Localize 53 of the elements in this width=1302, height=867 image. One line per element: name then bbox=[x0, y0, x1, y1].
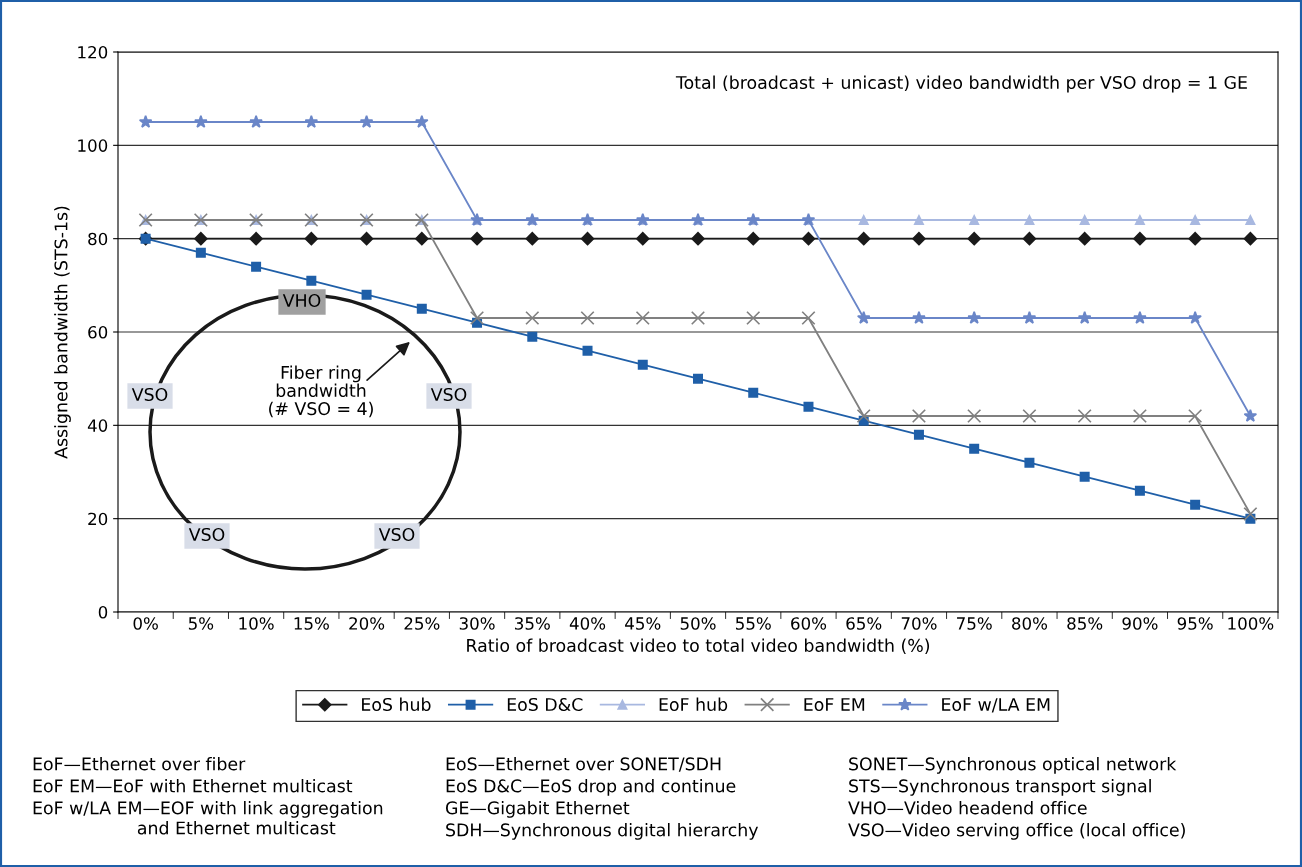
x-tick-label: 60% bbox=[791, 617, 827, 630]
annotation: VSO bbox=[188, 527, 225, 542]
x-axis-title: Ratio of broadcast video to total video bandwidth (%) bbox=[467, 638, 930, 655]
x-tick-label: 55% bbox=[736, 617, 771, 630]
y-tick-label: 80 bbox=[88, 232, 108, 246]
y-tick-label: 100 bbox=[78, 139, 108, 152]
x-tick-label: 75% bbox=[957, 617, 992, 630]
x-tick-label: 0% bbox=[133, 617, 158, 630]
x-tick-label: 85% bbox=[1067, 617, 1103, 630]
text: EoF w/LA EM—EOF with link aggregation and Ethernet multicast bbox=[33, 801, 383, 835]
y-tick-label: 120 bbox=[78, 45, 108, 59]
x-tick-label: 65% bbox=[846, 617, 882, 630]
x-tick-label: 70% bbox=[901, 617, 937, 630]
y-tick-label: 0 bbox=[98, 605, 108, 619]
y-tick-label: 20 bbox=[88, 512, 108, 526]
x-tick-label: 90% bbox=[1122, 617, 1158, 630]
text: SDH—Synchronous digital hierarchy bbox=[446, 823, 759, 840]
x-tick-label: 20% bbox=[349, 617, 385, 630]
x-tick-label: 50% bbox=[680, 617, 716, 630]
text: STS—Synchronous transport signal bbox=[849, 779, 1151, 796]
annotation: Total (broadcast + unicast) video bandwidth per VSO drop = 1 GE bbox=[675, 75, 1247, 93]
legend-label: EoS D&C bbox=[507, 697, 583, 712]
x-tick-label: 40% bbox=[569, 617, 606, 630]
text: EoS D&C—EoS drop and continue bbox=[446, 779, 736, 796]
text: EoS—Ethernet over SONET/SDH bbox=[446, 757, 721, 772]
annotation: VSO bbox=[378, 527, 415, 542]
annotation: Fiber ring bandwidth (# VSO = 4) bbox=[269, 365, 373, 418]
y-axis-title: Assigned bandwidth (STS-1s) bbox=[54, 206, 71, 459]
x-tick-label: 45% bbox=[625, 617, 661, 630]
x-tick-label: 15% bbox=[294, 617, 329, 630]
annotation: VSO bbox=[131, 387, 168, 402]
x-tick-label: 5% bbox=[188, 617, 214, 630]
legend-label: EoF EM bbox=[804, 698, 865, 712]
text: VHO—Video headend office bbox=[848, 801, 1087, 815]
annotation: VSO bbox=[430, 387, 467, 402]
x-tick-label: 100% bbox=[1228, 617, 1274, 630]
legend-label: EoS hub bbox=[362, 697, 431, 712]
text: EoF EM—EoF with Ethernet multicast bbox=[33, 779, 353, 793]
x-tick-label: 95% bbox=[1177, 617, 1213, 630]
x-tick-label: 30% bbox=[459, 617, 495, 630]
annotation: VHO bbox=[282, 293, 321, 308]
text: SONET—Synchronous optical network bbox=[849, 757, 1177, 774]
y-tick-label: 40 bbox=[87, 419, 108, 432]
text: GE—Gigabit Ethernet bbox=[445, 801, 630, 818]
text: VSO—Video serving office (local office) bbox=[848, 823, 1185, 840]
x-tick-label: 25% bbox=[404, 617, 440, 630]
x-tick-label: 35% bbox=[515, 617, 550, 630]
text: EoF—Ethernet over fiber bbox=[33, 757, 246, 771]
legend-label: EoF w/LA EM bbox=[942, 698, 1050, 713]
y-tick-label: 60 bbox=[88, 325, 108, 339]
x-tick-label: 10% bbox=[239, 617, 274, 630]
legend-label: EoF hub bbox=[659, 697, 728, 712]
x-tick-label: 80% bbox=[1012, 617, 1048, 630]
